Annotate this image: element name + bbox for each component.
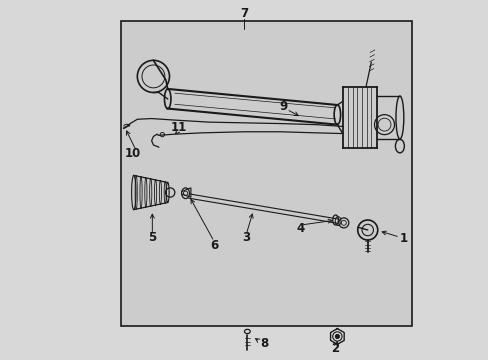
Text: 5: 5 (148, 231, 156, 244)
Text: 3: 3 (242, 231, 250, 244)
Circle shape (335, 334, 339, 339)
Text: 2: 2 (331, 342, 339, 355)
Text: 7: 7 (240, 8, 248, 21)
Text: 4: 4 (296, 222, 305, 235)
Text: 9: 9 (279, 100, 287, 113)
FancyBboxPatch shape (121, 21, 411, 327)
Text: 10: 10 (124, 147, 141, 160)
Text: 6: 6 (209, 239, 218, 252)
Text: 8: 8 (260, 337, 268, 350)
Text: 1: 1 (399, 233, 407, 246)
Text: 11: 11 (170, 121, 186, 134)
